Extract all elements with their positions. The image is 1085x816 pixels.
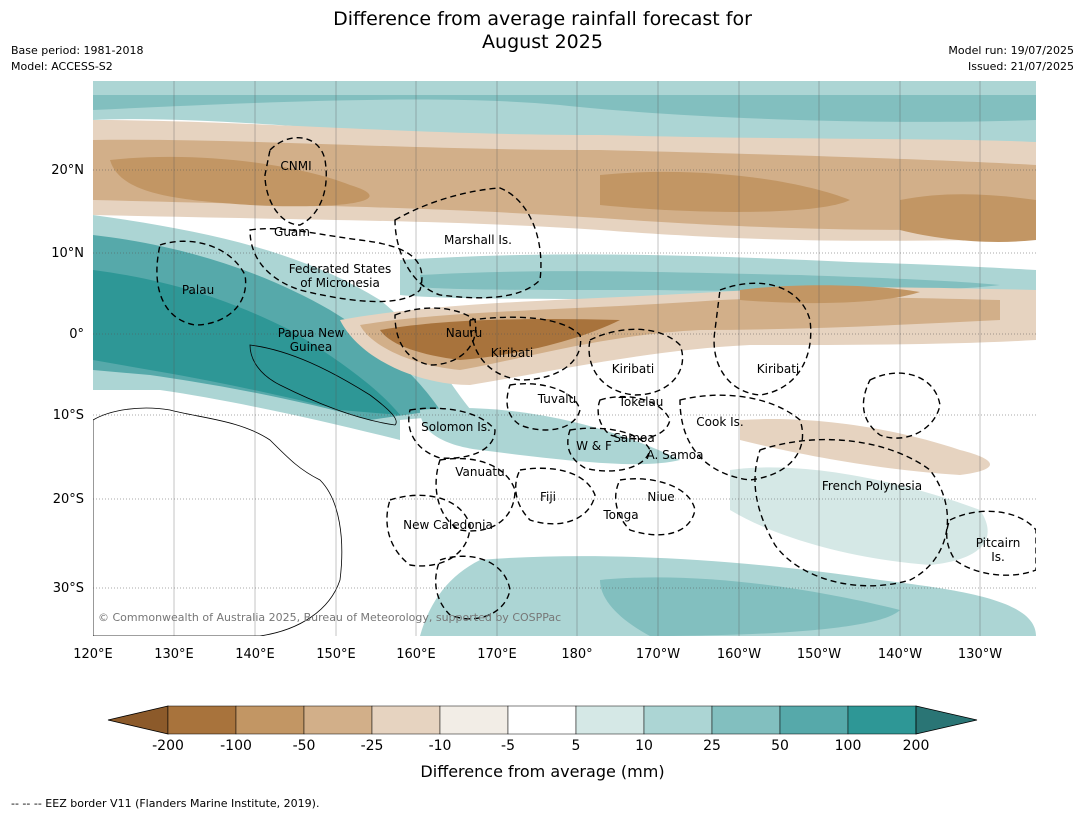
place-label: Tokelau [618,395,664,409]
copyright-text: © Commonwealth of Australia 2025, Bureau… [98,611,561,624]
colorbar-tick-label: -100 [220,738,252,754]
lon-label: 180° [561,647,592,662]
place-label: Samoa [613,431,654,445]
place-label: Cook Is. [696,415,743,429]
colorbar-swatch [507,705,577,735]
lon-label: 140°E [235,647,275,662]
lon-label: 160°W [717,647,761,662]
place-label: A. Samoa [647,448,704,462]
model-run: Model run: 19/07/2025 [948,44,1074,57]
lat-label: 10°N [51,246,84,261]
lon-label: 170°W [636,647,680,662]
eez-footnote: -- -- -- EEZ border V11 (Flanders Marine… [11,797,320,810]
colorbar-tick-label: -50 [292,738,316,754]
place-label: Papua New [278,326,345,340]
colorbar-swatch [371,705,441,735]
lat-label: 20°N [51,163,84,178]
colorbar-swatch [303,705,373,735]
chart-title-line1: Difference from average rainfall forecas… [333,8,752,30]
place-label: W & F [576,439,612,453]
lon-label: 170°E [477,647,517,662]
colorbar-min-arrow [107,705,169,735]
eez-borders [156,136,1036,620]
place-label: Tuvalu [537,392,577,406]
place-label: Guinea [290,340,333,354]
colorbar-tick-label: 50 [771,738,789,754]
colorbar-swatch [779,705,849,735]
colorbar-max-arrow [915,705,978,735]
lat-label: 30°S [53,581,84,596]
lon-label: 160°E [396,647,436,662]
place-label: Nauru [446,326,482,340]
place-label: Is. [991,550,1005,564]
issued-date: Issued: 21/07/2025 [967,60,1074,73]
colorbar [107,705,978,735]
colorbar-swatch [439,705,509,735]
lon-label: 140°W [878,647,922,662]
lon-label: 130°E [154,647,194,662]
colorbar-swatch [167,705,237,735]
lon-label: 150°E [316,647,356,662]
colorbar-tick-label: -5 [501,738,515,754]
lat-label: 0° [69,327,84,342]
colorbar-tick-label: 5 [571,738,581,754]
colorbar-tick-label: 25 [703,738,721,754]
colorbar-swatch [235,705,305,735]
chart-title-line2: August 2025 [482,31,603,53]
place-label: Vanuatu [455,465,505,479]
colorbar-swatch [847,705,917,735]
place-label: Federated States [289,262,391,276]
colorbar-tick-label: -10 [428,738,452,754]
place-label: Guam [274,225,310,239]
place-label: New Caledonia [403,518,493,532]
colorbar-tick-label: 100 [834,738,862,754]
place-label: Kiribati [612,362,654,376]
place-label: Fiji [540,490,556,504]
colorbar-swatch [711,705,781,735]
colorbar-tick-label: 10 [635,738,653,754]
longitude-labels: 120°E 130°E 140°E 150°E 160°E 170°E 180° 170°W 1… [73,647,1002,662]
lon-label: 150°W [797,647,841,662]
base-period: Base period: 1981-2018 [11,44,144,57]
colorbar-title: Difference from average (mm) [420,762,665,781]
place-label: Solomon Is. [421,420,491,434]
map-area [93,81,1036,636]
place-label: Palau [182,283,214,297]
lon-label: 120°E [73,647,113,662]
place-label: CNMI [280,159,311,173]
place-label: French Polynesia [822,479,922,493]
model-name: Model: ACCESS-S2 [11,60,113,73]
place-label: Niue [647,490,674,504]
colorbar-tick-label: -200 [152,738,184,754]
colorbar-swatch [575,705,645,735]
lat-label: 20°S [53,492,84,507]
colorbar-tick-label: 200 [902,738,930,754]
colorbar-tick-label: -25 [360,738,384,754]
place-label: Tonga [602,508,638,522]
place-label: Kiribati [491,346,533,360]
colorbar-swatch [643,705,713,735]
place-label: Kiribati [757,362,799,376]
place-label: Marshall Is. [444,233,512,247]
latitude-labels: 20°N 10°N 0° 10°S 20°S 30°S [51,163,84,596]
place-label: of Micronesia [300,276,380,290]
lat-label: 10°S [53,408,84,423]
lon-label: 130°W [958,647,1002,662]
place-label: Pitcairn [976,536,1021,550]
